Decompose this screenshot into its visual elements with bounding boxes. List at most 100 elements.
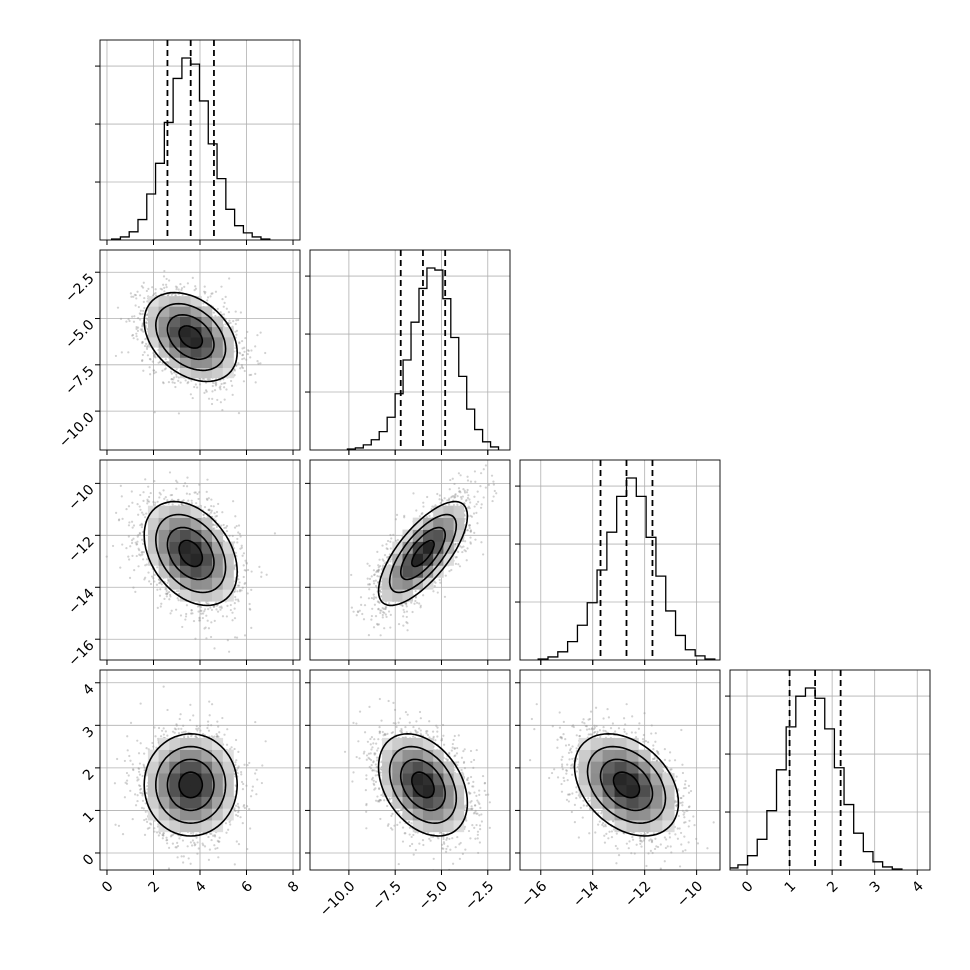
- sample-point: [228, 650, 231, 653]
- sample-point: [181, 293, 184, 297]
- sample-point: [209, 606, 212, 609]
- sample-point: [190, 499, 193, 502]
- histogram-frame-3: [729, 669, 931, 871]
- sample-point: [233, 565, 236, 568]
- sample-point: [232, 500, 235, 503]
- sample-point: [240, 546, 243, 549]
- sample-point: [242, 380, 246, 383]
- sample-point: [185, 604, 189, 607]
- sample-point: [142, 281, 145, 284]
- sample-point: [231, 534, 234, 538]
- sample-point: [229, 608, 232, 612]
- sample-point: [210, 498, 213, 501]
- sample-point: [231, 611, 234, 614]
- density-cell: [158, 306, 170, 317]
- sample-point: [163, 286, 166, 289]
- sample-point: [145, 512, 148, 515]
- sample-point: [144, 478, 147, 481]
- sample-point: [162, 382, 165, 385]
- sample-point: [207, 608, 210, 611]
- sample-point: [165, 277, 168, 281]
- sample-point: [245, 561, 248, 564]
- sample-point: [241, 586, 244, 589]
- density-cell: [180, 357, 191, 369]
- sample-point: [204, 389, 208, 392]
- sample-point: [141, 359, 144, 362]
- sample-point: [153, 372, 156, 375]
- sample-point: [206, 498, 209, 501]
- sample-point: [202, 513, 205, 516]
- sample-point: [144, 576, 147, 579]
- sample-point: [238, 351, 241, 354]
- sample-point: [111, 544, 115, 548]
- sample-point: [168, 471, 172, 474]
- contour-level-1: [166, 313, 215, 361]
- sample-point: [228, 277, 231, 280]
- sample-point: [141, 523, 144, 526]
- sample-point: [224, 526, 228, 529]
- sample-point: [213, 605, 216, 608]
- histogram-frame-2: [519, 459, 721, 661]
- sample-point: [161, 369, 164, 372]
- sample-point: [153, 573, 156, 576]
- sample-point: [242, 575, 245, 579]
- sample-point: [204, 626, 207, 629]
- sample-point: [249, 608, 252, 611]
- sample-point: [231, 619, 234, 622]
- sample-point: [174, 385, 177, 389]
- sample-point: [212, 311, 215, 314]
- sample-point: [132, 537, 135, 540]
- sample-point: [132, 524, 136, 527]
- sample-point: [145, 347, 149, 350]
- sample-point: [451, 477, 454, 480]
- sample-point: [162, 275, 166, 278]
- sample-point: [197, 610, 200, 613]
- sample-point: [203, 391, 206, 394]
- sample-point: [141, 341, 144, 345]
- sample-point: [125, 320, 128, 323]
- sample-point: [175, 286, 179, 289]
- sample-point: [196, 605, 200, 608]
- sample-point: [203, 506, 207, 509]
- sample-point: [135, 543, 138, 546]
- density-cell: [212, 565, 224, 578]
- sample-point: [228, 534, 231, 537]
- density-cell: [201, 517, 213, 530]
- sample-point: [241, 347, 244, 350]
- sample-point: [215, 525, 218, 529]
- sample-point: [205, 614, 208, 617]
- contour-level-0: [178, 539, 204, 568]
- sample-point: [198, 483, 201, 486]
- density-cell: [222, 326, 234, 338]
- sample-point: [204, 291, 207, 294]
- sample-point: [208, 377, 211, 381]
- sample-point: [459, 495, 463, 499]
- sample-point: [138, 532, 142, 535]
- density-cell: [212, 347, 224, 358]
- sample-point: [189, 393, 192, 396]
- sample-point: [196, 492, 199, 496]
- sample-point: [213, 523, 217, 527]
- sample-point: [170, 493, 174, 497]
- sample-point: [143, 306, 146, 310]
- sample-point: [165, 285, 168, 289]
- sample-point: [152, 351, 155, 355]
- sample-point: [243, 369, 246, 373]
- sample-point: [198, 616, 201, 619]
- sample-point: [233, 636, 237, 639]
- density-cell: [180, 296, 191, 307]
- sample-point: [167, 363, 170, 366]
- density-cell: [222, 565, 234, 578]
- density-cell: [180, 367, 191, 379]
- sample-point: [203, 377, 206, 380]
- sample-point: [222, 523, 225, 527]
- sample-point: [241, 554, 244, 557]
- sample-point: [228, 319, 231, 322]
- sample-point: [177, 412, 181, 415]
- sample-point: [459, 474, 462, 477]
- sample-point: [238, 342, 241, 345]
- sample-point: [229, 321, 232, 325]
- density-cell: [212, 337, 224, 348]
- sample-point: [213, 512, 216, 515]
- sample-point: [125, 547, 128, 550]
